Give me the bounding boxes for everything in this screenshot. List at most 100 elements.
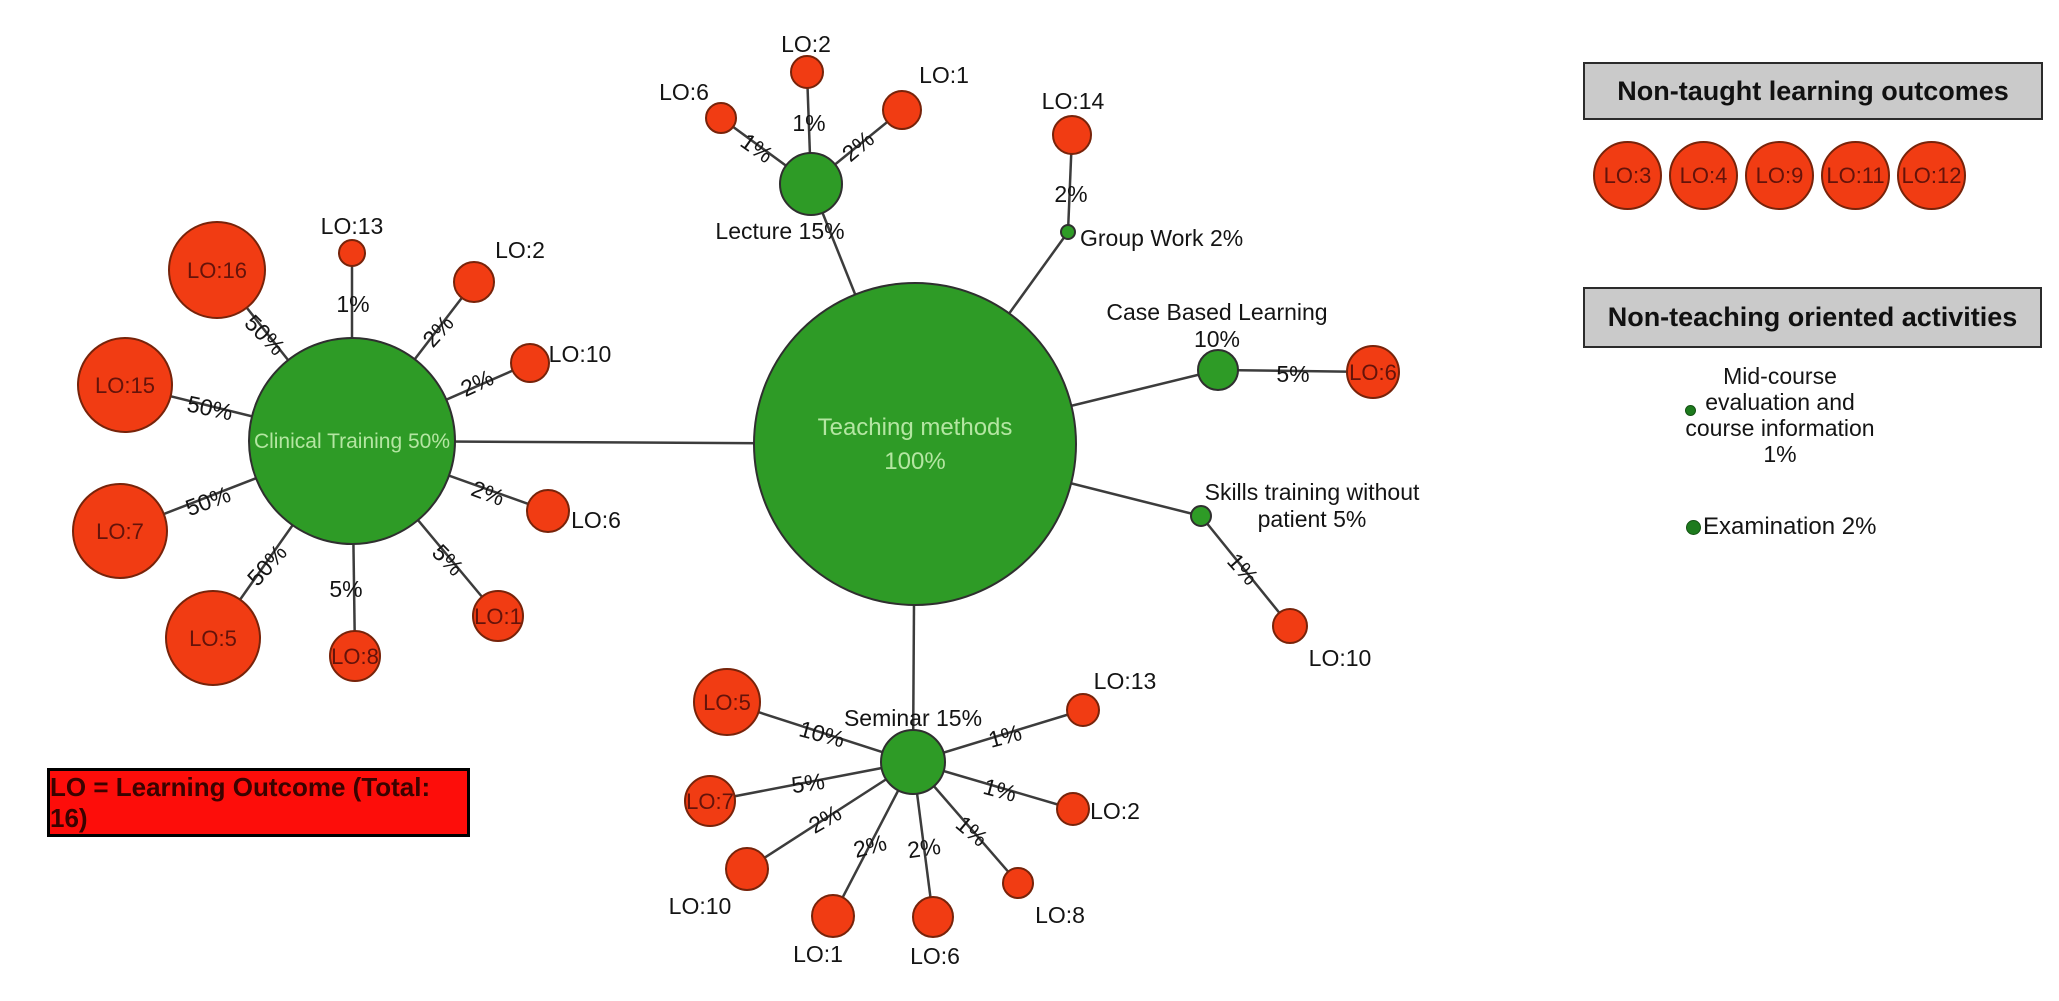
edge-label-seminar-m6: 2% [906,833,943,863]
label-line-l1-0: LO:1 [919,62,969,88]
label-g14: LO:14 [1042,88,1105,114]
edge-label-clinical-c15: 50% [185,390,235,425]
non-taught-lo-circle-2: LO:4 [1669,141,1738,210]
examination-label: Examination 2% [1703,513,1877,540]
label-line-g14-0: LO:14 [1042,88,1105,114]
label-seminar: Seminar 15% [844,705,982,731]
node-m7 [684,775,736,827]
label-line-tm-0: Teaching methods [818,414,1013,441]
label-line-m2-0: LO:2 [1090,798,1140,824]
node-c15 [77,337,173,433]
node-m1 [811,894,855,938]
node-b6 [1346,345,1400,399]
label-line-lecture-0: Lecture 15% [715,218,844,244]
edge-label-lecture-l1: 2% [837,125,879,166]
label-m2: LO:2 [1090,798,1140,824]
label-line-s10-0: LO:10 [1309,645,1372,671]
label-line-cbl-0: Case Based Learning [1106,299,1327,325]
label-m7: LO:7 [686,789,734,814]
edge-label-clinical-c7: 50% [182,481,234,521]
label-line-m10-0: LO:10 [669,893,732,919]
label-c5: LO:5 [189,626,237,651]
label-line-m5-0: LO:5 [703,690,751,715]
label-c7: LO:7 [96,519,144,544]
non-taught-title: Non-taught learning outcomes [1617,75,2009,106]
edge-label-skills-s10: 1% [1222,548,1264,590]
label-c2: LO:2 [495,237,545,263]
edge-label-seminar-m2: 1% [981,773,1020,807]
legend-text: LO = Learning Outcome (Total: 16) [50,771,431,833]
node-labels-layer: Teaching methods 100% Clinical Training 50… [95,31,1420,969]
node-m6 [912,896,954,938]
label-c10: LO:10 [549,341,612,367]
label-line-c8-0: LO:8 [331,644,379,669]
label-clinical: Clinical Training 50% [254,430,450,453]
node-c7 [72,483,168,579]
node-c1 [472,590,524,642]
non-taught-header: Non-taught learning outcomes [1583,62,2043,120]
label-c15: LO:15 [95,373,155,398]
label-line-clinical-0: Clinical Training 50% [254,430,450,453]
non-taught-lo-circle-1: LO:3 [1593,141,1662,210]
edge-label-seminar-m13: 1% [986,719,1025,753]
label-line-c16-0: LO:16 [187,258,247,283]
mid-course-dot [1685,405,1696,416]
label-line-tm-1: 100% [884,448,945,475]
mid-course-line-2: evaluation and [1705,389,1855,415]
node-c2 [453,261,495,303]
label-m1: LO:1 [793,941,843,967]
node-s10 [1272,608,1308,644]
label-line-c6-0: LO:6 [571,507,621,533]
label-m13: LO:13 [1094,668,1157,694]
edge-label-groupwork-g14: 2% [1054,181,1087,207]
node-lecture [779,152,843,216]
node-seminar [880,729,946,795]
non-taught-lo-circle-3: LO:9 [1745,141,1814,210]
mid-course-line-4: 1% [1763,441,1797,467]
examination-dot [1686,519,1701,535]
edge-label-lecture-l2: 1% [792,110,825,136]
label-line-l6-0: LO:6 [659,79,709,105]
node-c16 [168,221,266,319]
label-lecture: Lecture 15% [715,218,844,244]
label-m5: LO:5 [703,690,751,715]
non-taught-lo-circle-5: LO:12 [1897,141,1966,210]
node-c10 [510,343,550,383]
mid-course-line-1: Mid-course [1723,363,1837,389]
edge-label-seminar-m10: 2% [804,799,846,838]
node-clinical [248,337,456,545]
label-line-m7-0: LO:7 [686,789,734,814]
legend-box: LO = Learning Outcome (Total: 16) [47,768,470,837]
label-line-skills-1: patient 5% [1258,506,1367,532]
node-l2 [790,55,824,89]
label-c1: LO:1 [474,604,522,629]
label-l2: LO:2 [781,31,831,57]
node-c5 [165,590,261,686]
label-l6: LO:6 [659,79,709,105]
edge-label-seminar-m5: 10% [796,715,847,752]
non-taught-circles-row: LO:3 LO:4 LO:9 LO:11 LO:12 [1593,141,1966,210]
label-line-c10-0: LO:10 [549,341,612,367]
edge-label-clinical-c13: 1% [336,291,369,317]
label-line-m13-0: LO:13 [1094,668,1157,694]
label-s10: LO:10 [1309,645,1372,671]
label-line-skills-0: Skills training without [1205,479,1420,505]
label-m6: LO:6 [910,943,960,969]
label-c6: LO:6 [571,507,621,533]
label-skills: Skills training without patient 5% [1205,479,1420,532]
label-tm: Teaching methods 100% [818,414,1013,475]
mid-course-label: Mid-course evaluation and course informa… [1620,363,1940,467]
label-line-c2-0: LO:2 [495,237,545,263]
label-m8: LO:8 [1035,902,1085,928]
edge-label-clinical-c8: 5% [329,576,362,602]
node-c8 [329,630,381,682]
label-line-m8-0: LO:8 [1035,902,1085,928]
activities-title: Non-teaching oriented activities [1607,302,2018,332]
node-m5 [693,668,761,736]
edge-seminar-m7 [709,760,914,803]
activities-header: Non-teaching oriented activities [1583,287,2042,348]
label-line-c5-0: LO:5 [189,626,237,651]
edge-label-clinical-c6: 2% [468,475,508,511]
